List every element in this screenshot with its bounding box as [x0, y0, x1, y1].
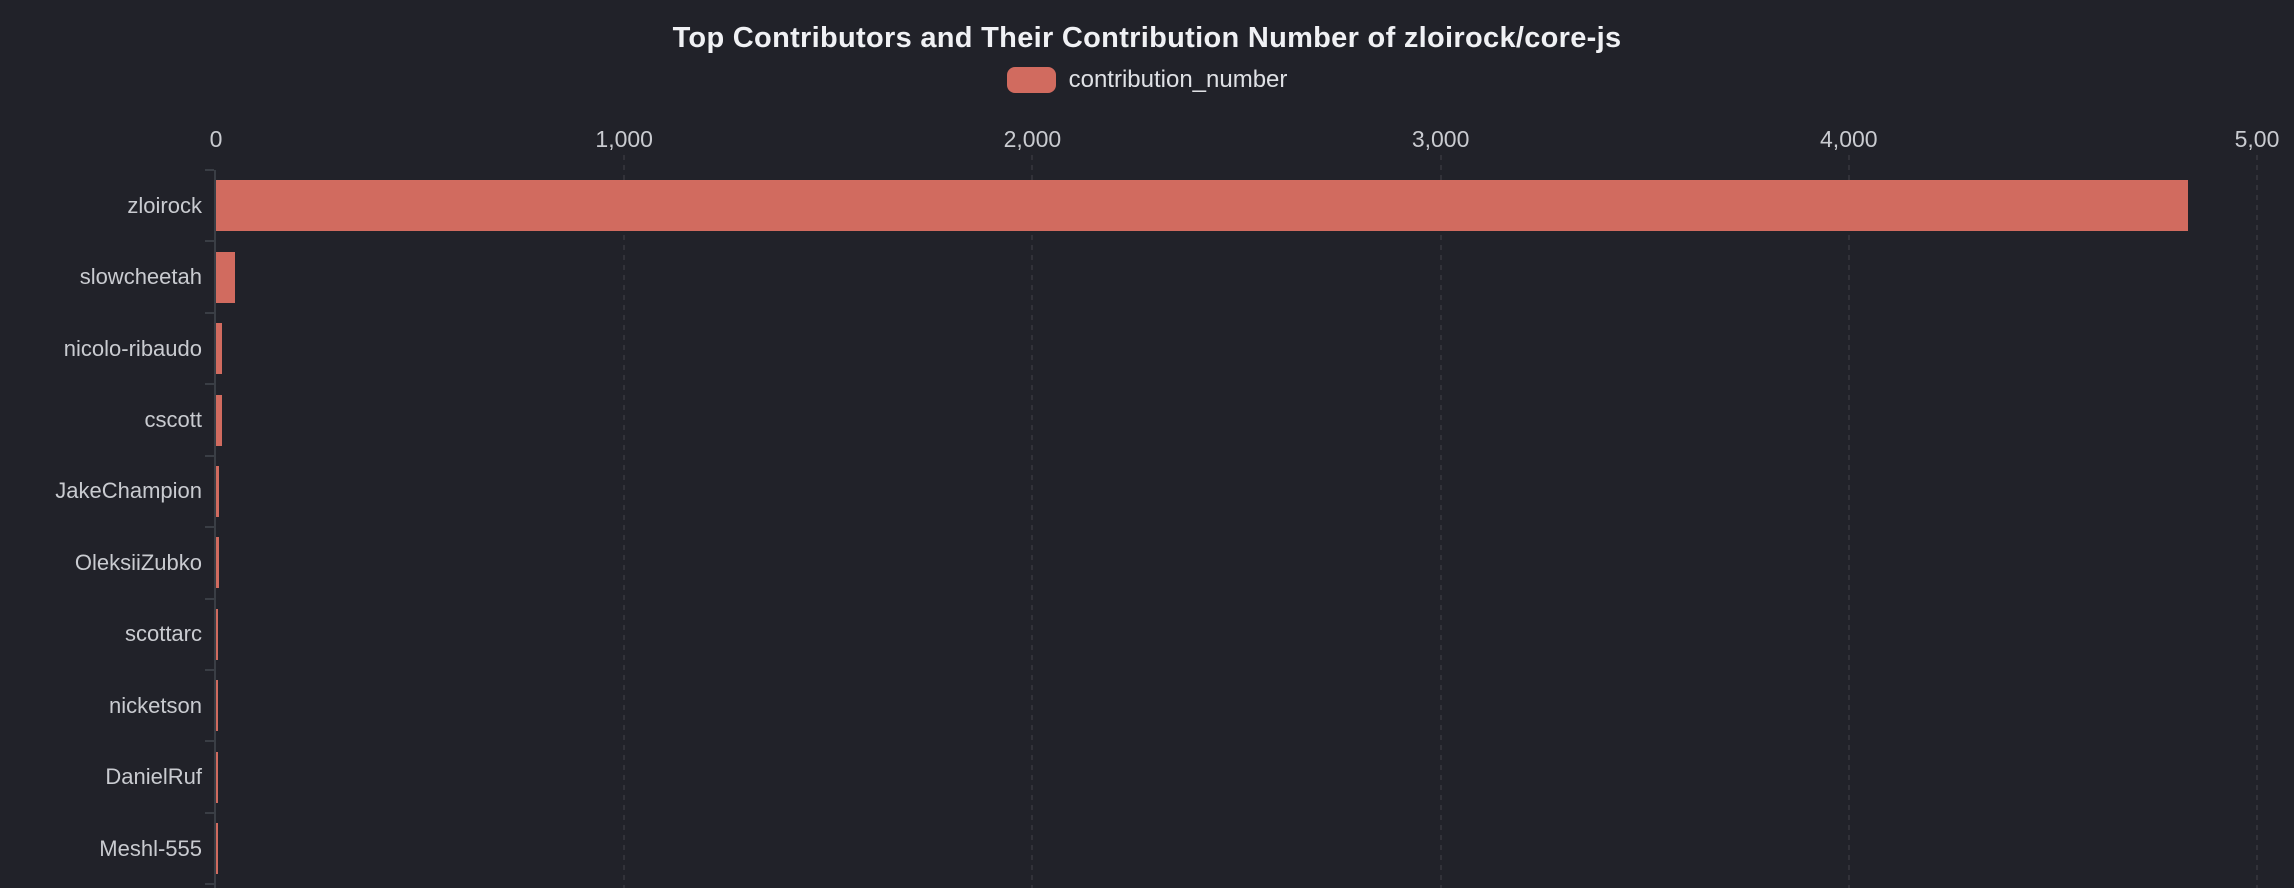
y-axis-tick	[205, 669, 214, 671]
x-axis-tick-label: 4,000	[1820, 126, 1878, 152]
y-axis-label: zloirock	[127, 192, 202, 218]
bar-nicolo-ribaudo[interactable]	[216, 323, 223, 375]
y-axis-label: nicolo-ribaudo	[63, 335, 202, 361]
x-axis-tick-label: 0	[209, 126, 223, 152]
y-axis-tick	[205, 811, 214, 814]
y-axis-tick	[205, 740, 214, 743]
y-axis-tick	[205, 311, 214, 314]
legend-swatch-icon	[1006, 67, 1056, 93]
bar-scottarc[interactable]	[216, 608, 219, 660]
gridline	[1439, 155, 1442, 888]
x-axis-tick-label: 2,000	[1003, 126, 1062, 152]
legend-label: contribution_number	[1068, 66, 1288, 93]
x-axis-tick-label: 1,000	[595, 126, 653, 152]
y-axis-label: slowcheetah	[79, 264, 202, 290]
x-axis-tick-label: 5,00	[2234, 126, 2280, 152]
y-axis-label: DanielRuf	[105, 764, 202, 790]
y-axis-tick	[205, 526, 214, 529]
gridline	[1031, 155, 1034, 888]
bar-Meshl-555[interactable]	[216, 823, 219, 875]
y-axis-label: scottarc	[124, 621, 202, 647]
y-axis-tick	[205, 597, 214, 600]
gridline	[2256, 155, 2258, 888]
bar-zloirock[interactable]	[216, 180, 2188, 232]
y-axis-tick	[205, 883, 214, 886]
y-axis-tick	[205, 169, 214, 171]
bar-JakeChampion[interactable]	[216, 465, 220, 517]
y-axis-line	[214, 170, 216, 888]
x-axis-tick-label: 3,000	[1411, 126, 1470, 152]
bar-cscott[interactable]	[216, 394, 222, 446]
legend-item-contribution-number[interactable]: contribution_number	[0, 66, 2294, 94]
bar-slowcheetah[interactable]	[216, 251, 236, 303]
bar-OleksiiZubko[interactable]	[216, 537, 219, 589]
y-axis-tick	[205, 383, 214, 386]
y-axis-label: OleksiiZubko	[74, 549, 202, 575]
gridline	[1847, 155, 1850, 888]
bar-DanielRuf[interactable]	[216, 751, 219, 803]
y-axis-label: JakeChampion	[55, 478, 202, 504]
chart-title: Top Contributors and Their Contribution …	[672, 22, 1622, 54]
bar-nicketson[interactable]	[216, 680, 219, 732]
y-axis-label: Meshl-555	[99, 835, 202, 861]
y-axis-label: cscott	[144, 407, 202, 432]
gridline	[623, 155, 626, 888]
y-axis-tick	[205, 240, 214, 243]
y-axis-tick	[205, 454, 214, 457]
y-axis-label: nicketson	[109, 692, 202, 718]
